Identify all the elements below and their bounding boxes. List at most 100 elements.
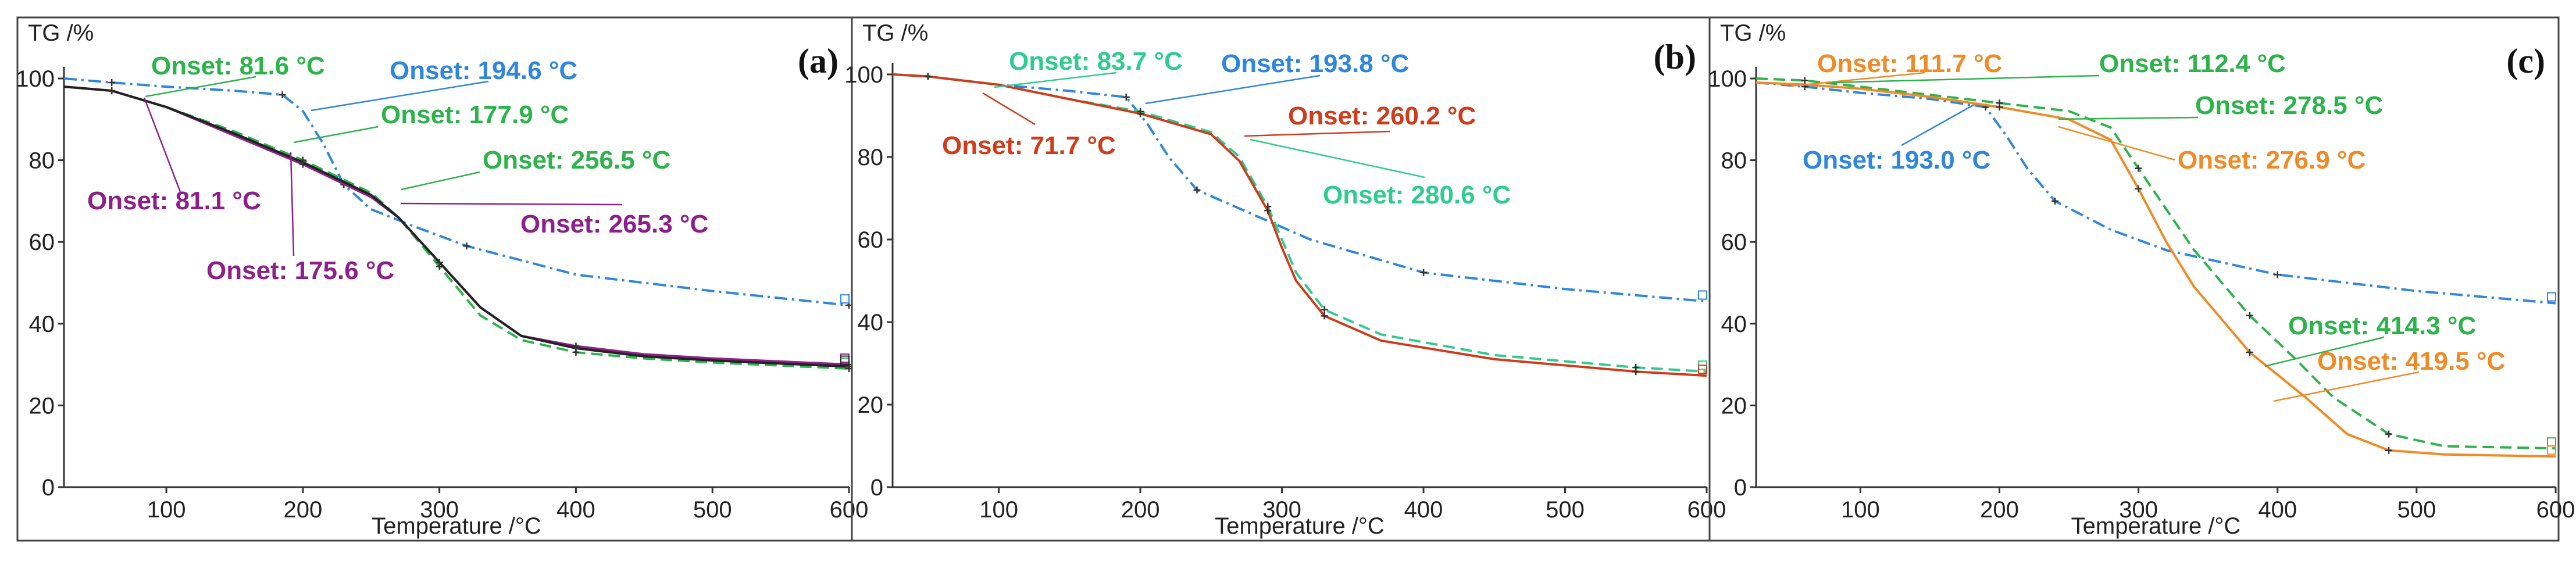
data-point-marker <box>108 87 116 95</box>
data-point-marker <box>1996 103 2003 111</box>
onset-annotation: Onset: 177.9 °C <box>381 101 569 129</box>
data-point-marker <box>2246 312 2253 319</box>
y-tick-label: 0 <box>870 475 883 501</box>
y-tick-label: 80 <box>29 148 55 174</box>
onset-leader-line <box>1244 130 1390 137</box>
onset-annotation: Onset: 419.5 °C <box>2317 347 2505 376</box>
data-point-marker <box>1264 207 1272 215</box>
onset-annotation: Onset: 256.5 °C <box>483 146 670 174</box>
onset-leader-line <box>1831 74 2100 84</box>
series-end-marker <box>2547 437 2556 447</box>
data-point-marker <box>1632 368 1640 376</box>
onset-leader-line <box>1901 103 1975 146</box>
onset-annotation: Onset: 71.7 °C <box>942 131 1116 160</box>
data-point-marker <box>1122 94 1130 101</box>
data-point-marker <box>2385 430 2393 438</box>
data-point-marker <box>572 344 580 352</box>
data-point-marker <box>2274 271 2281 278</box>
onset-annotation: Onset: 278.5 °C <box>2195 91 2383 120</box>
onset-annotation: Onset: 81.1 °C <box>87 187 261 215</box>
series-end-marker <box>2547 292 2556 302</box>
onset-annotation: Onset: 193.0 °C <box>1803 146 1990 174</box>
data-point-marker <box>299 159 306 166</box>
data-point-marker <box>2135 185 2142 192</box>
x-tick-label: 100 <box>979 497 1018 523</box>
y-tick-label: 60 <box>29 230 55 255</box>
onset-annotation: Onset: 265.3 °C <box>520 210 708 238</box>
y-tick-label: 40 <box>29 312 55 337</box>
y-tick-label: 60 <box>858 227 884 253</box>
data-point-marker <box>1193 186 1201 194</box>
onset-annotation: Onset: 81.6 °C <box>151 52 325 80</box>
onset-annotation: Onset: 193.8 °C <box>1221 49 1409 78</box>
y-axis-title: TG /% <box>28 20 94 46</box>
panel-b: 0 20 40 60 80 100 100 200 300 400 500 600 TG /% Tempe… <box>844 16 1726 542</box>
onset-leader-line <box>1250 138 1425 178</box>
x-axis-title: Temperature /°C <box>2071 513 2241 539</box>
data-point-marker <box>1420 269 1428 276</box>
series-line-orange <box>1756 81 2556 458</box>
y-tick-label: 20 <box>29 393 55 419</box>
data-point-marker <box>2135 165 2142 172</box>
onset-leader-line <box>2058 116 2199 120</box>
x-tick-label: 100 <box>1841 497 1880 523</box>
x-tick-label: 600 <box>1687 497 1726 523</box>
onset-leader-line <box>145 76 256 98</box>
x-tick-label: 200 <box>283 497 322 523</box>
panel-frame <box>851 16 1711 542</box>
panel-label: (b) <box>1654 38 1696 76</box>
onset-annotation: Onset: 280.6 °C <box>1323 181 1511 209</box>
series-end-marker <box>840 294 850 304</box>
data-point-marker <box>436 259 443 266</box>
data-point-marker <box>2246 349 2253 356</box>
onset-annotation: Onset: 111.7 °C <box>1817 49 2002 78</box>
y-tick-label: 100 <box>844 62 883 88</box>
data-point-marker <box>1321 306 1328 313</box>
x-tick-label: 500 <box>693 497 732 523</box>
onset-annotation: Onset: 260.2 °C <box>1288 102 1476 130</box>
onset-leader-line <box>1145 74 1321 105</box>
data-point-marker <box>2385 446 2393 454</box>
panel-label: (a) <box>798 42 839 80</box>
y-axis-title: TG /% <box>1720 20 1786 46</box>
y-tick-label: 60 <box>1721 230 1747 255</box>
x-tick-label: 400 <box>2258 497 2297 523</box>
x-tick-label: 400 <box>1404 497 1443 523</box>
onset-annotation: Onset: 175.6 °C <box>206 256 394 285</box>
series-line-blue <box>63 77 850 307</box>
y-axis-title: TG /% <box>862 20 928 46</box>
onset-leader-line <box>2264 336 2385 367</box>
x-tick-label: 300 <box>420 497 459 523</box>
series-line-green <box>1756 77 2556 450</box>
onset-annotation: Onset: 194.6 °C <box>390 56 577 85</box>
series-end-marker <box>1698 290 1707 300</box>
onset-annotation: Onset: 276.9 °C <box>2178 146 2366 174</box>
onset-leader-line <box>143 97 181 192</box>
y-tick-label: 20 <box>1721 393 1747 419</box>
onset-leader-line <box>401 171 480 191</box>
onset-leader-line <box>2273 371 2420 402</box>
y-tick-label: 80 <box>1721 148 1747 174</box>
x-tick-label: 400 <box>556 497 595 523</box>
onset-leader-line <box>401 202 623 206</box>
series-end-marker <box>840 355 850 365</box>
data-point-marker <box>924 73 932 80</box>
x-tick-label: 200 <box>1980 497 2019 523</box>
onset-leader-line <box>290 152 295 256</box>
x-axis-title: Temperature /°C <box>372 513 541 539</box>
panel-frame <box>16 16 853 542</box>
x-tick-label: 300 <box>1262 497 1301 523</box>
series-line-blue <box>1756 81 2556 305</box>
series-end-marker <box>2547 445 2556 455</box>
data-point-marker <box>463 242 470 250</box>
x-tick-label: 200 <box>1121 497 1160 523</box>
x-tick-label: 600 <box>830 497 869 523</box>
series-line-black <box>63 85 850 368</box>
onset-annotation: Onset: 83.7 °C <box>1009 47 1183 76</box>
x-tick-label: 300 <box>2119 497 2158 523</box>
series-line-green <box>63 85 850 370</box>
panel-label: (c) <box>2506 42 2545 80</box>
series-end-marker <box>1698 364 1707 374</box>
x-tick-label: 500 <box>2397 497 2436 523</box>
